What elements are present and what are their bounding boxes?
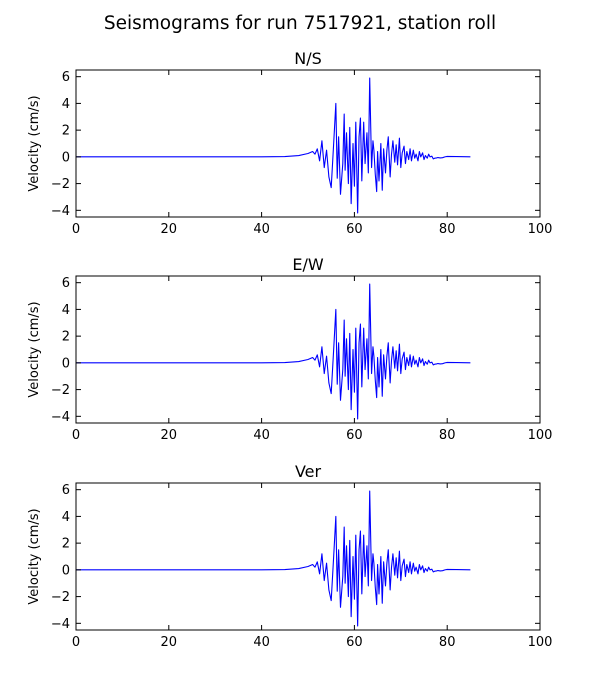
y-tick-label: 0	[62, 563, 70, 578]
x-tick-label: 100	[528, 635, 553, 650]
y-tick-label: 6	[62, 276, 70, 291]
y-tick-label: −2	[51, 383, 70, 398]
subplot-0: N/S 0 20 40 60 80 100 −4 −2 0 2 4 6 Velocity (cm/s)	[27, 49, 552, 237]
y-tick-label: 0	[62, 356, 70, 371]
x-tick-label: 20	[161, 428, 178, 443]
x-tick-label: 60	[346, 222, 363, 237]
y-tick-label: 4	[62, 97, 70, 112]
y-tick-label: −2	[51, 590, 70, 605]
y-tick-label: 4	[62, 510, 70, 525]
axes-frame	[75, 482, 541, 631]
y-tick-label: 0	[62, 150, 70, 165]
axes-frame	[75, 69, 541, 218]
figure-title: Seismograms for run 7517921, station rol…	[104, 13, 496, 34]
series-line	[76, 490, 471, 627]
y-tick-label: 4	[62, 303, 70, 318]
x-tick-label: 0	[72, 635, 80, 650]
y-tick-label: 2	[62, 537, 70, 552]
y-tick-label: 6	[62, 483, 70, 498]
axes-frame	[75, 275, 541, 424]
x-tick-label: 80	[439, 428, 456, 443]
series-line	[76, 77, 471, 214]
y-tick-label: −4	[51, 410, 70, 425]
y-tick-label: −4	[51, 617, 70, 632]
subplot-2: Ver 0 20 40 60 80 100 −4 −2 0 2 4 6 Velocity (cm/s)	[27, 462, 552, 650]
x-tick-label: 0	[72, 222, 80, 237]
x-tick-label: 100	[528, 222, 553, 237]
x-tick-label: 40	[253, 635, 270, 650]
subplot-1: E/W 0 20 40 60 80 100 −4 −2 0 2 4 6 Velocity (cm/s)	[27, 255, 552, 443]
x-tick-label: 40	[253, 428, 270, 443]
x-tick-label: 20	[161, 635, 178, 650]
subplot-title: N/S	[294, 49, 322, 68]
y-axis-label: Velocity (cm/s)	[27, 95, 42, 191]
y-tick-label: 2	[62, 124, 70, 139]
x-tick-label: 100	[528, 428, 553, 443]
y-axis-label: Velocity (cm/s)	[27, 301, 42, 397]
x-tick-label: 0	[72, 428, 80, 443]
y-tick-label: 6	[62, 70, 70, 85]
y-axis-label: Velocity (cm/s)	[27, 508, 42, 604]
subplot-title: Ver	[295, 462, 322, 481]
x-tick-label: 60	[346, 428, 363, 443]
x-tick-label: 80	[439, 222, 456, 237]
y-tick-label: −2	[51, 177, 70, 192]
x-tick-label: 40	[253, 222, 270, 237]
y-tick-label: 2	[62, 330, 70, 345]
subplot-title: E/W	[292, 255, 324, 274]
y-tick-label: −4	[51, 204, 70, 219]
x-tick-label: 80	[439, 635, 456, 650]
x-tick-label: 20	[161, 222, 178, 237]
x-tick-label: 60	[346, 635, 363, 650]
series-line	[76, 283, 471, 420]
